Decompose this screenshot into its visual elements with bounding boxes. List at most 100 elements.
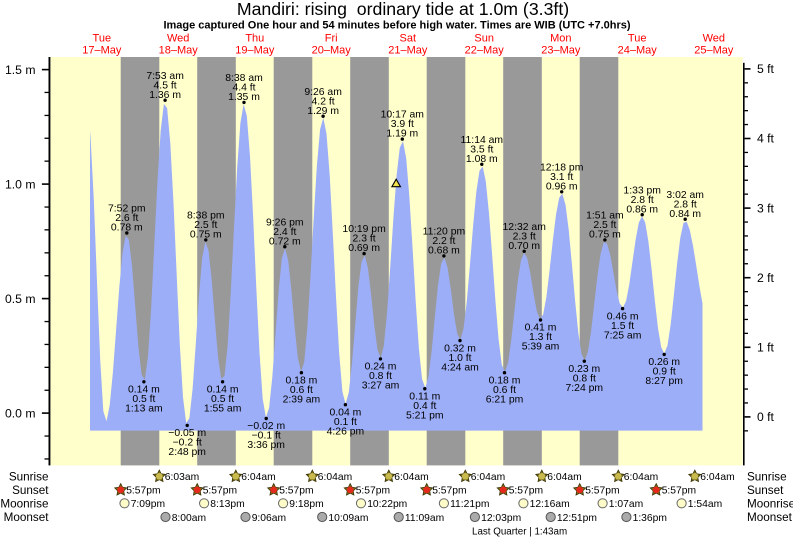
svg-text:0.4 ft: 0.4 ft (413, 401, 436, 412)
svg-text:0.8 ft: 0.8 ft (369, 371, 392, 382)
svg-text:−0.2 ft: −0.2 ft (173, 438, 202, 449)
svg-text:1 ft: 1 ft (757, 341, 775, 355)
svg-text:5:39 am: 5:39 am (522, 342, 560, 353)
svg-text:0.24 m: 0.24 m (365, 362, 397, 373)
svg-text:12:51pm: 12:51pm (557, 513, 597, 524)
svg-text:0.8 ft: 0.8 ft (573, 373, 596, 384)
svg-text:5:57pm: 5:57pm (279, 486, 313, 497)
svg-text:1.5 ft: 1.5 ft (611, 321, 634, 332)
svg-text:−0.05 m: −0.05 m (168, 428, 206, 439)
svg-text:12:18 pm: 12:18 pm (540, 162, 583, 173)
svg-text:3.5 ft: 3.5 ft (470, 144, 493, 155)
svg-text:9:26 am: 9:26 am (304, 87, 342, 98)
svg-text:5:57pm: 5:57pm (203, 486, 237, 497)
svg-text:6:21 pm: 6:21 pm (486, 394, 524, 405)
svg-text:1:55 am: 1:55 am (204, 404, 242, 415)
svg-text:11:09am: 11:09am (405, 513, 444, 524)
svg-text:0.5 ft: 0.5 ft (211, 394, 234, 405)
svg-text:9:18pm: 9:18pm (289, 499, 323, 510)
svg-text:7:09pm: 7:09pm (131, 499, 165, 510)
svg-text:2:48 pm: 2:48 pm (168, 447, 206, 458)
svg-text:6:04am: 6:04am (318, 472, 352, 483)
svg-text:12:03pm: 12:03pm (481, 513, 521, 524)
svg-text:0.5 ft: 0.5 ft (132, 394, 155, 405)
svg-text:2.8 ft: 2.8 ft (631, 195, 654, 206)
svg-text:3.9 ft: 3.9 ft (391, 119, 414, 130)
svg-text:0.6 ft: 0.6 ft (493, 385, 516, 396)
svg-text:−0.1 ft: −0.1 ft (252, 431, 281, 442)
svg-text:6:04am: 6:04am (471, 472, 505, 483)
svg-text:8:38 pm: 8:38 pm (187, 211, 225, 222)
svg-text:0.46 m: 0.46 m (607, 311, 639, 322)
svg-text:6:04am: 6:04am (547, 472, 581, 483)
svg-text:1:07am: 1:07am (609, 499, 643, 510)
svg-text:0.14 m: 0.14 m (207, 385, 239, 396)
svg-text:4 ft: 4 ft (757, 132, 775, 146)
svg-text:1.19 m: 1.19 m (386, 129, 418, 140)
svg-text:0.78 m: 0.78 m (111, 223, 143, 234)
svg-text:Sunset: Sunset (12, 484, 49, 497)
svg-text:0.70 m: 0.70 m (508, 241, 540, 252)
svg-text:1.35 m: 1.35 m (228, 92, 260, 103)
svg-text:0.75 m: 0.75 m (589, 230, 621, 241)
svg-text:0.14 m: 0.14 m (128, 385, 160, 396)
svg-text:0.18 m: 0.18 m (489, 375, 521, 386)
svg-text:Mon: Mon (550, 33, 571, 45)
svg-text:Wed: Wed (703, 33, 725, 45)
svg-text:0.72 m: 0.72 m (269, 236, 301, 247)
svg-text:−0.02 m: −0.02 m (247, 421, 285, 432)
svg-text:1:36pm: 1:36pm (633, 513, 667, 524)
svg-text:18–May: 18–May (159, 45, 199, 57)
svg-text:0.86 m: 0.86 m (626, 204, 658, 215)
svg-text:0.84 m: 0.84 m (669, 209, 701, 220)
svg-text:5 ft: 5 ft (757, 62, 775, 76)
svg-text:22–May: 22–May (465, 45, 505, 57)
svg-text:5:57pm: 5:57pm (585, 486, 619, 497)
svg-text:10:09am: 10:09am (328, 513, 368, 524)
svg-text:2.6 ft: 2.6 ft (115, 213, 138, 224)
svg-text:4:26 pm: 4:26 pm (327, 426, 365, 437)
svg-text:1.5 m: 1.5 m (5, 63, 35, 77)
svg-text:10:22pm: 10:22pm (367, 499, 407, 510)
svg-text:0.1 ft: 0.1 ft (334, 417, 357, 428)
svg-text:7:25 am: 7:25 am (604, 330, 642, 341)
svg-text:1.3 ft: 1.3 ft (529, 332, 552, 343)
svg-text:Moonset: Moonset (747, 511, 793, 524)
svg-text:9:26 pm: 9:26 pm (266, 217, 304, 228)
svg-text:6:04am: 6:04am (394, 472, 428, 483)
svg-text:1:33 pm: 1:33 pm (623, 185, 661, 196)
svg-text:19–May: 19–May (235, 45, 275, 57)
svg-text:1.29 m: 1.29 m (307, 106, 339, 117)
svg-text:2.4 ft: 2.4 ft (273, 227, 296, 238)
svg-text:Sat: Sat (400, 33, 417, 45)
svg-text:Thu: Thu (245, 33, 264, 45)
svg-text:1:13 am: 1:13 am (125, 404, 163, 415)
svg-text:1:51 am: 1:51 am (586, 211, 624, 222)
svg-text:20–May: 20–May (312, 45, 352, 57)
svg-text:0.6 ft: 0.6 ft (290, 385, 313, 396)
svg-text:23–May: 23–May (541, 45, 581, 57)
svg-text:2 ft: 2 ft (757, 271, 775, 285)
svg-text:0 ft: 0 ft (757, 410, 775, 424)
svg-text:7:53 am: 7:53 am (146, 71, 184, 82)
svg-text:6:04am: 6:04am (624, 472, 658, 483)
svg-text:6:04am: 6:04am (241, 472, 275, 483)
svg-text:0.0 m: 0.0 m (5, 406, 35, 420)
svg-text:11:14 am: 11:14 am (461, 135, 504, 146)
svg-text:1.36 m: 1.36 m (149, 90, 181, 101)
svg-text:0.18 m: 0.18 m (286, 375, 318, 386)
svg-text:2.3 ft: 2.3 ft (513, 231, 536, 242)
svg-text:Sunrise: Sunrise (9, 471, 49, 484)
svg-text:8:00am: 8:00am (172, 513, 206, 524)
svg-text:Last Quarter | 1:43am: Last Quarter | 1:43am (472, 527, 567, 538)
svg-text:0.26 m: 0.26 m (648, 357, 680, 368)
svg-text:0.69 m: 0.69 m (348, 243, 380, 254)
svg-text:Moonrise: Moonrise (0, 498, 48, 511)
svg-text:Wed: Wed (167, 33, 189, 45)
svg-text:5:57pm: 5:57pm (509, 486, 543, 497)
svg-text:3:27 am: 3:27 am (362, 381, 400, 392)
svg-text:0.96 m: 0.96 m (546, 181, 578, 192)
svg-text:11:21pm: 11:21pm (450, 499, 489, 510)
svg-text:8:38 am: 8:38 am (225, 73, 263, 84)
svg-text:Image captured One hour and 54: Image captured One hour and 54 minutes b… (163, 19, 630, 31)
